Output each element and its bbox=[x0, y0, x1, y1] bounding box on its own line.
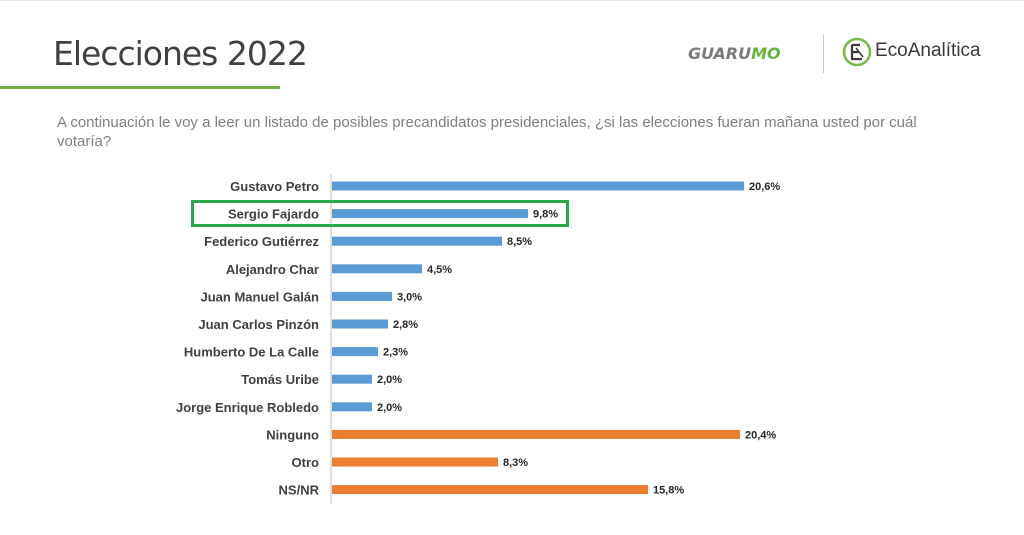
bar bbox=[332, 209, 528, 219]
bar bbox=[332, 374, 372, 384]
top-border bbox=[0, 0, 1024, 1]
value-label: 2,0% bbox=[377, 402, 402, 414]
survey-question: A continuación le voy a leer un listado … bbox=[57, 114, 917, 150]
ecoanalitica-logo-text: EcoAnalítica bbox=[875, 40, 981, 61]
category-label: Alejandro Char bbox=[226, 262, 319, 277]
bar bbox=[332, 485, 648, 495]
bar bbox=[332, 319, 388, 329]
category-label: Gustavo Petro bbox=[230, 179, 319, 194]
bar bbox=[332, 402, 372, 412]
value-label: 2,3% bbox=[383, 347, 408, 359]
page-title: Elecciones 2022 bbox=[53, 34, 308, 73]
value-label: 20,6% bbox=[749, 181, 780, 193]
category-label: Juan Manuel Galán bbox=[201, 289, 320, 304]
guarumo-logo-accent: MO bbox=[751, 44, 781, 63]
bar bbox=[332, 457, 498, 467]
bar bbox=[332, 264, 422, 274]
title-underline bbox=[0, 86, 280, 89]
guarumo-logo: GUARUMO bbox=[688, 44, 781, 63]
value-label: 8,3% bbox=[503, 457, 528, 469]
value-label: 8,5% bbox=[507, 236, 532, 248]
logo-divider bbox=[823, 35, 824, 73]
value-label: 15,8% bbox=[653, 485, 684, 497]
category-label: Tomás Uribe bbox=[241, 372, 319, 387]
category-label: Juan Carlos Pinzón bbox=[198, 317, 319, 332]
value-label: 20,4% bbox=[745, 429, 776, 441]
category-label: NS/NR bbox=[279, 483, 320, 498]
category-label: Sergio Fajardo bbox=[228, 207, 319, 222]
bar bbox=[332, 181, 744, 191]
category-label: Otro bbox=[292, 455, 320, 470]
category-label: Ninguno bbox=[266, 427, 319, 442]
bar bbox=[332, 291, 392, 301]
ecoanalitica-logo-icon bbox=[842, 37, 872, 67]
value-label: 9,8% bbox=[533, 209, 558, 221]
bar bbox=[332, 236, 502, 246]
guarumo-logo-main: GUARU bbox=[688, 44, 752, 63]
category-label: Humberto De La Calle bbox=[184, 345, 319, 360]
category-label: Federico Gutiérrez bbox=[204, 234, 319, 249]
value-label: 2,0% bbox=[377, 374, 402, 386]
bar bbox=[332, 429, 740, 439]
category-label: Jorge Enrique Robledo bbox=[176, 400, 319, 415]
value-label: 2,8% bbox=[393, 319, 418, 331]
value-label: 3,0% bbox=[397, 291, 422, 303]
bar bbox=[332, 347, 378, 357]
highlight-box bbox=[191, 200, 569, 227]
value-label: 4,5% bbox=[427, 264, 452, 276]
